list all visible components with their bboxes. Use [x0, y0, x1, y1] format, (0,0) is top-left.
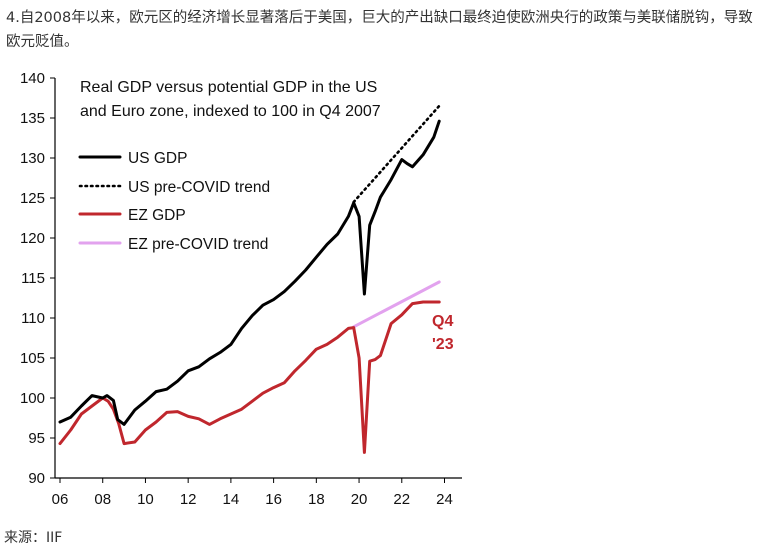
y-tick-label: 95 [28, 430, 45, 447]
x-tick-label: 14 [223, 491, 240, 508]
y-tick-label: 135 [20, 110, 45, 127]
legend-label-ez: EZ GDP [128, 207, 186, 224]
series-line-us [58, 119, 441, 426]
y-tick-label: 100 [20, 390, 45, 407]
x-tick-label: 10 [137, 491, 154, 508]
x-tick-label: 16 [265, 491, 282, 508]
x-tick-label: 20 [351, 491, 368, 508]
chart-title-line-2: and Euro zone, indexed to 100 in Q4 2007 [80, 103, 381, 120]
x-tick-label: 22 [393, 491, 410, 508]
x-tick-label: 06 [52, 491, 69, 508]
y-tick-label: 115 [21, 270, 45, 287]
y-tick-label: 120 [20, 230, 45, 247]
y-tick-label: 90 [28, 470, 45, 487]
y-tick-label: 140 [20, 70, 45, 87]
y-axis-ticks: 90 95 100 105 110 115 120 125 130 135 140 [20, 70, 55, 487]
x-tick-label: 18 [308, 491, 325, 508]
x-tick-label: 24 [436, 491, 453, 508]
legend-label-us-trend: US pre-COVID trend [128, 179, 270, 196]
y-tick-label: 105 [20, 350, 45, 367]
chart-title-line-1: Real GDP versus potential GDP in the US [80, 79, 377, 96]
x-tick-label: 12 [180, 491, 197, 508]
y-tick-label: 125 [20, 190, 45, 207]
annotation-q4: Q4 [432, 313, 453, 330]
series-line-us-trend [352, 104, 441, 204]
y-tick-label: 130 [20, 150, 45, 167]
legend-label-us: US GDP [128, 150, 187, 167]
source-note: 来源：IIF [4, 530, 63, 546]
series-line-ez-trend [352, 280, 441, 329]
legend-label-ez-trend: EZ pre-COVID trend [128, 236, 268, 253]
series-line-ez [58, 300, 441, 454]
chart-legend: US GDP US pre-COVID trend EZ GDP EZ pre-COV… [78, 150, 270, 253]
annotation-q4-year: '23 [432, 336, 454, 353]
x-axis-ticks: 06 08 10 12 14 16 18 20 22 24 [52, 478, 453, 508]
y-tick-label: 110 [21, 310, 45, 327]
x-tick-label: 08 [94, 491, 111, 508]
intro-paragraph: 4.自2008年以来，欧元区的经济增长显著落后于美国，巨大的产出缺口最终迫使欧洲… [6, 10, 753, 50]
gdp-line-chart: 90 95 100 105 110 115 120 125 130 135 140 06 08 10 12… [20, 70, 462, 508]
chart-series [58, 104, 441, 454]
